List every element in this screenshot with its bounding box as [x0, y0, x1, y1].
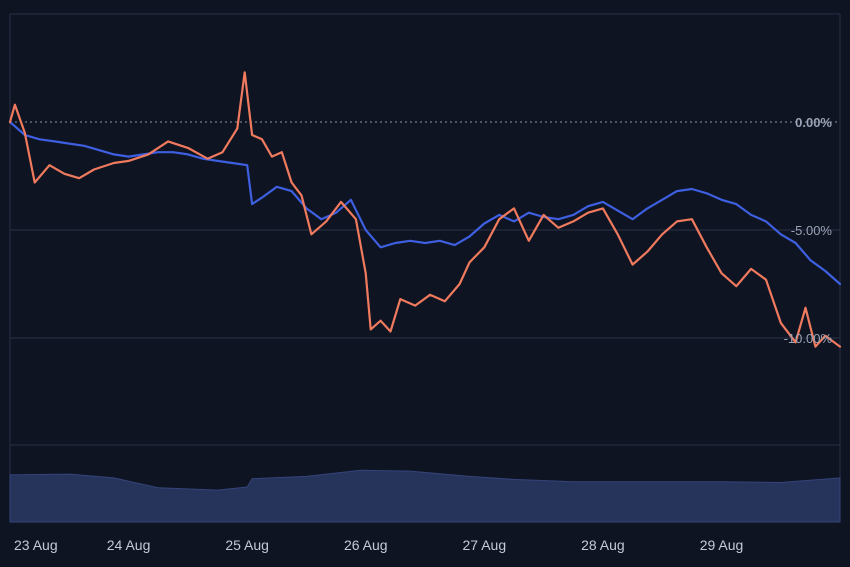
y-axis-labels: 0.00% -5.00% -10.00%: [784, 115, 833, 346]
x-tick-label-0: 23 Aug: [14, 537, 58, 553]
series-line-1: [8, 71, 842, 348]
y-tick-label-0: 0.00%: [795, 115, 832, 130]
y-tick-label-1: -5.00%: [791, 223, 833, 238]
series-lines: [8, 71, 842, 348]
x-tick-label-4: 27 Aug: [463, 537, 507, 553]
y-tick-label-2: -10.00%: [784, 331, 833, 346]
x-tick-label-6: 29 Aug: [700, 537, 744, 553]
volume-area: [9, 469, 841, 523]
grid-lines: [9, 13, 841, 522]
x-tick-label-1: 24 Aug: [107, 537, 151, 553]
x-axis-labels: 23 Aug 24 Aug 25 Aug 26 Aug 27 Aug 28 Aug 29 A…: [14, 537, 743, 553]
volume-area-path: [9, 469, 841, 523]
x-tick-label-5: 28 Aug: [581, 537, 625, 553]
x-tick-label-2: 25 Aug: [225, 537, 269, 553]
x-tick-label-3: 26 Aug: [344, 537, 388, 553]
